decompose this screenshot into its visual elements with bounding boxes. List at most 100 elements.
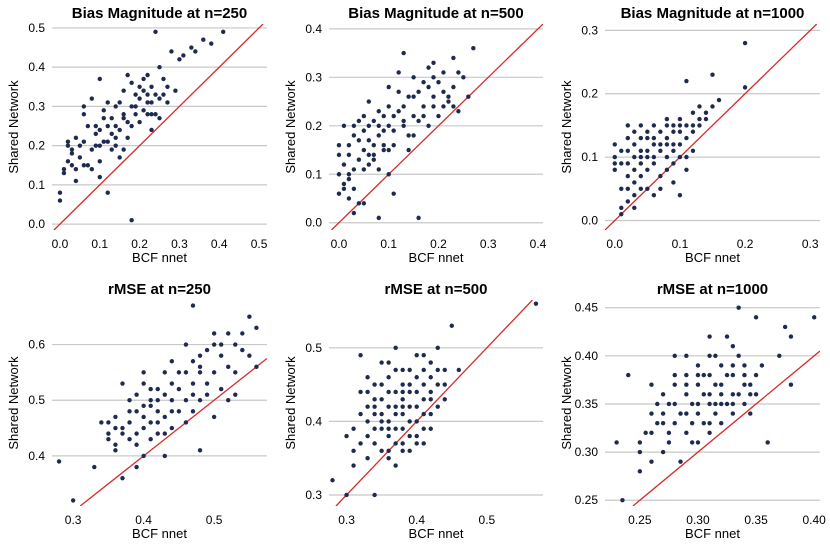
data-point xyxy=(386,123,391,128)
data-point xyxy=(117,155,122,160)
data-point xyxy=(651,192,657,198)
data-point xyxy=(365,433,370,439)
data-point xyxy=(346,142,352,148)
data-point xyxy=(379,426,384,431)
data-point xyxy=(703,116,709,122)
data-point xyxy=(651,135,657,141)
data-point xyxy=(69,147,75,152)
data-point xyxy=(777,353,782,359)
data-point xyxy=(247,353,252,358)
data-point xyxy=(106,436,111,442)
data-point xyxy=(65,159,71,164)
data-point xyxy=(651,161,657,166)
data-point xyxy=(742,401,747,407)
data-point xyxy=(233,392,238,397)
data-point xyxy=(658,129,663,134)
y-tick-label: 0.6 xyxy=(28,338,45,352)
data-point xyxy=(436,113,441,119)
data-point xyxy=(344,433,349,439)
data-point xyxy=(632,167,637,172)
data-point xyxy=(57,190,63,195)
data-point xyxy=(411,75,416,80)
data-point xyxy=(441,104,446,109)
data-point xyxy=(73,166,79,172)
data-point xyxy=(226,364,231,370)
data-point xyxy=(371,118,376,124)
x-tick-label: 0.1 xyxy=(380,237,397,251)
data-point xyxy=(400,426,405,431)
data-point xyxy=(366,123,372,128)
data-point xyxy=(707,372,712,378)
data-point xyxy=(386,172,391,177)
x-tick-label: 0.1 xyxy=(672,237,689,251)
data-point xyxy=(346,196,352,201)
data-point xyxy=(197,353,203,358)
y-tick-label: 0.2 xyxy=(581,87,598,101)
data-point xyxy=(358,411,363,417)
data-point xyxy=(211,370,217,375)
data-point xyxy=(788,334,794,339)
y-tick-label: 0.3 xyxy=(305,70,322,84)
data-point xyxy=(428,397,433,402)
data-point xyxy=(690,129,696,134)
data-point xyxy=(400,411,405,417)
data-point xyxy=(356,118,362,124)
data-point xyxy=(753,392,759,397)
y-tick-label: 0.1 xyxy=(305,167,322,181)
data-point xyxy=(414,419,419,424)
y-axis-label: Shared Network xyxy=(283,356,298,450)
data-point xyxy=(134,392,139,397)
data-point xyxy=(386,375,391,380)
data-point xyxy=(366,99,372,104)
data-point xyxy=(376,167,381,172)
data-point xyxy=(638,173,644,179)
data-point xyxy=(351,448,356,454)
data-point xyxy=(666,440,672,445)
data-point xyxy=(141,108,146,113)
data-point xyxy=(471,46,476,51)
data-point xyxy=(396,70,401,75)
data-point xyxy=(701,421,706,426)
x-tick-label: 0.3 xyxy=(338,513,355,527)
data-point xyxy=(421,352,426,358)
y-tick-label: 0.2 xyxy=(28,139,45,153)
data-point xyxy=(684,78,689,84)
data-point xyxy=(407,433,412,439)
x-tick-label: 0.0 xyxy=(331,237,348,251)
data-point xyxy=(81,112,87,117)
data-point xyxy=(361,147,367,153)
data-point xyxy=(619,148,624,153)
data-point xyxy=(645,154,650,160)
data-point xyxy=(753,315,759,320)
data-point xyxy=(788,382,794,387)
y-tick-label: 0.5 xyxy=(305,341,322,355)
data-point xyxy=(742,40,748,46)
data-point xyxy=(379,382,384,387)
data-point xyxy=(81,139,87,144)
data-point xyxy=(713,353,718,359)
data-point xyxy=(183,342,189,347)
y-tick-label: 0.1 xyxy=(581,150,598,164)
x-tick-label: 0.2 xyxy=(131,237,148,251)
data-point xyxy=(707,392,712,397)
reference-line xyxy=(605,24,818,230)
data-point xyxy=(162,453,167,459)
data-point xyxy=(93,131,98,137)
data-point xyxy=(393,345,398,351)
data-point xyxy=(330,478,335,483)
data-point xyxy=(671,148,676,153)
data-point xyxy=(638,148,644,153)
data-point xyxy=(372,404,377,409)
data-point xyxy=(190,409,196,414)
data-point xyxy=(386,404,391,409)
panel-4: 0.4 0.5 0.6 0.3 0.4 0.5 rMSE at n=250 BCF nnet S… xyxy=(6,281,267,541)
data-point xyxy=(226,398,231,403)
panel-2: 0.0 0.1 0.2 0.3 0.4 0.0 0.1 0.2 0.3 0.4 Bias Magni… xyxy=(283,5,547,265)
chart-title: rMSE at n=250 xyxy=(108,281,211,298)
data-point xyxy=(149,127,154,133)
data-point xyxy=(346,176,352,182)
data-point xyxy=(421,367,426,373)
data-point xyxy=(137,84,142,89)
data-point xyxy=(56,459,62,464)
